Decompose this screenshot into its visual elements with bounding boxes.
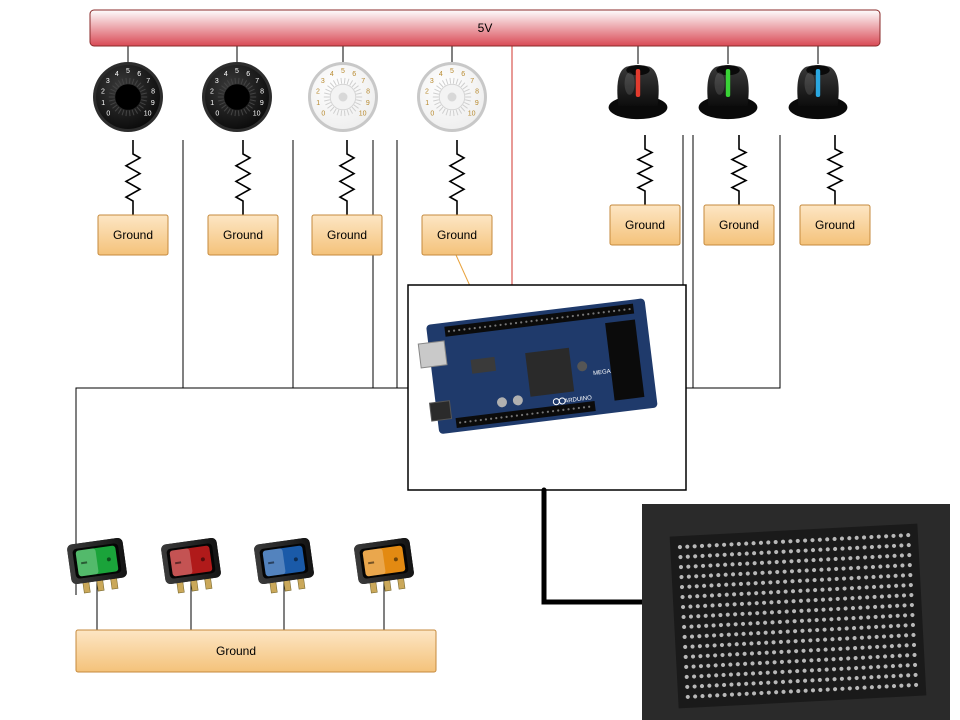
rocker-switch bbox=[253, 537, 315, 594]
dial-number: 1 bbox=[210, 100, 214, 107]
dial-number: 2 bbox=[425, 89, 429, 96]
ground-label: Ground bbox=[223, 228, 263, 242]
ground-bar-label: Ground bbox=[216, 644, 256, 658]
resistor bbox=[236, 140, 250, 215]
resistor bbox=[126, 140, 140, 215]
dial-number: 7 bbox=[146, 78, 150, 85]
ground-label: Ground bbox=[815, 218, 855, 232]
dial-number: 7 bbox=[255, 78, 259, 85]
dial-knob-white: 01 2345678 9 10 bbox=[308, 62, 378, 132]
dial-knob-black: 01 2345678 9 10 bbox=[202, 62, 272, 132]
dial-number: 9 bbox=[260, 100, 264, 107]
dial-number: 0 bbox=[106, 110, 110, 117]
dial-number: 4 bbox=[330, 71, 334, 78]
dial-number: 9 bbox=[475, 100, 479, 107]
dial-number: 0 bbox=[215, 110, 219, 117]
resistor bbox=[638, 135, 652, 205]
ground-label: Ground bbox=[437, 228, 477, 242]
dial-number: 1 bbox=[425, 100, 429, 107]
dial-number: 6 bbox=[461, 71, 465, 78]
color-knob bbox=[789, 65, 848, 119]
dial-number: 8 bbox=[260, 89, 264, 96]
dial-number: 0 bbox=[321, 110, 325, 117]
rocker-switch bbox=[160, 537, 222, 594]
dial-number: 6 bbox=[137, 71, 141, 78]
dial-number: 8 bbox=[151, 89, 155, 96]
rocker-switch bbox=[353, 537, 415, 594]
dial-number: 9 bbox=[366, 100, 370, 107]
dial-number: 5 bbox=[126, 68, 130, 75]
dial-number: 4 bbox=[224, 71, 228, 78]
dial-number: 6 bbox=[246, 71, 250, 78]
dial-number: 10 bbox=[253, 110, 261, 117]
dial-knob-white: 01 2345678 9 10 bbox=[417, 62, 487, 132]
ground-label: Ground bbox=[719, 218, 759, 232]
dial-number: 10 bbox=[468, 110, 476, 117]
dial-number: 10 bbox=[359, 110, 367, 117]
thick-wire bbox=[544, 490, 642, 602]
dial-number: 4 bbox=[439, 71, 443, 78]
dial-number: 6 bbox=[352, 71, 356, 78]
ground-label: Ground bbox=[113, 228, 153, 242]
dial-number: 0 bbox=[430, 110, 434, 117]
resistor bbox=[450, 140, 464, 215]
dial-number: 2 bbox=[101, 89, 105, 96]
dial-knob-black: 01 2345678 9 10 bbox=[93, 62, 163, 132]
dial-number: 3 bbox=[215, 78, 219, 85]
dial-number: 8 bbox=[475, 89, 479, 96]
resistor bbox=[340, 140, 354, 215]
ground-label: Ground bbox=[327, 228, 367, 242]
dial-number: 3 bbox=[321, 78, 325, 85]
resistor bbox=[732, 135, 746, 205]
dial-number: 7 bbox=[361, 78, 365, 85]
ground-label: Ground bbox=[625, 218, 665, 232]
power-rail-label: 5V bbox=[478, 21, 493, 35]
resistor bbox=[828, 135, 842, 205]
dial-number: 8 bbox=[366, 89, 370, 96]
dial-number: 10 bbox=[144, 110, 152, 117]
dial-number: 3 bbox=[106, 78, 110, 85]
dial-number: 4 bbox=[115, 71, 119, 78]
color-knob bbox=[699, 65, 758, 119]
dial-number: 1 bbox=[101, 100, 105, 107]
dial-number: 5 bbox=[450, 68, 454, 75]
dial-number: 5 bbox=[341, 68, 345, 75]
dial-number: 1 bbox=[316, 100, 320, 107]
dial-number: 2 bbox=[210, 89, 214, 96]
dial-number: 9 bbox=[151, 100, 155, 107]
dial-number: 5 bbox=[235, 68, 239, 75]
dial-number: 2 bbox=[316, 89, 320, 96]
color-knob bbox=[609, 65, 668, 119]
dial-number: 7 bbox=[470, 78, 474, 85]
dial-number: 3 bbox=[430, 78, 434, 85]
led-matrix bbox=[642, 504, 950, 720]
